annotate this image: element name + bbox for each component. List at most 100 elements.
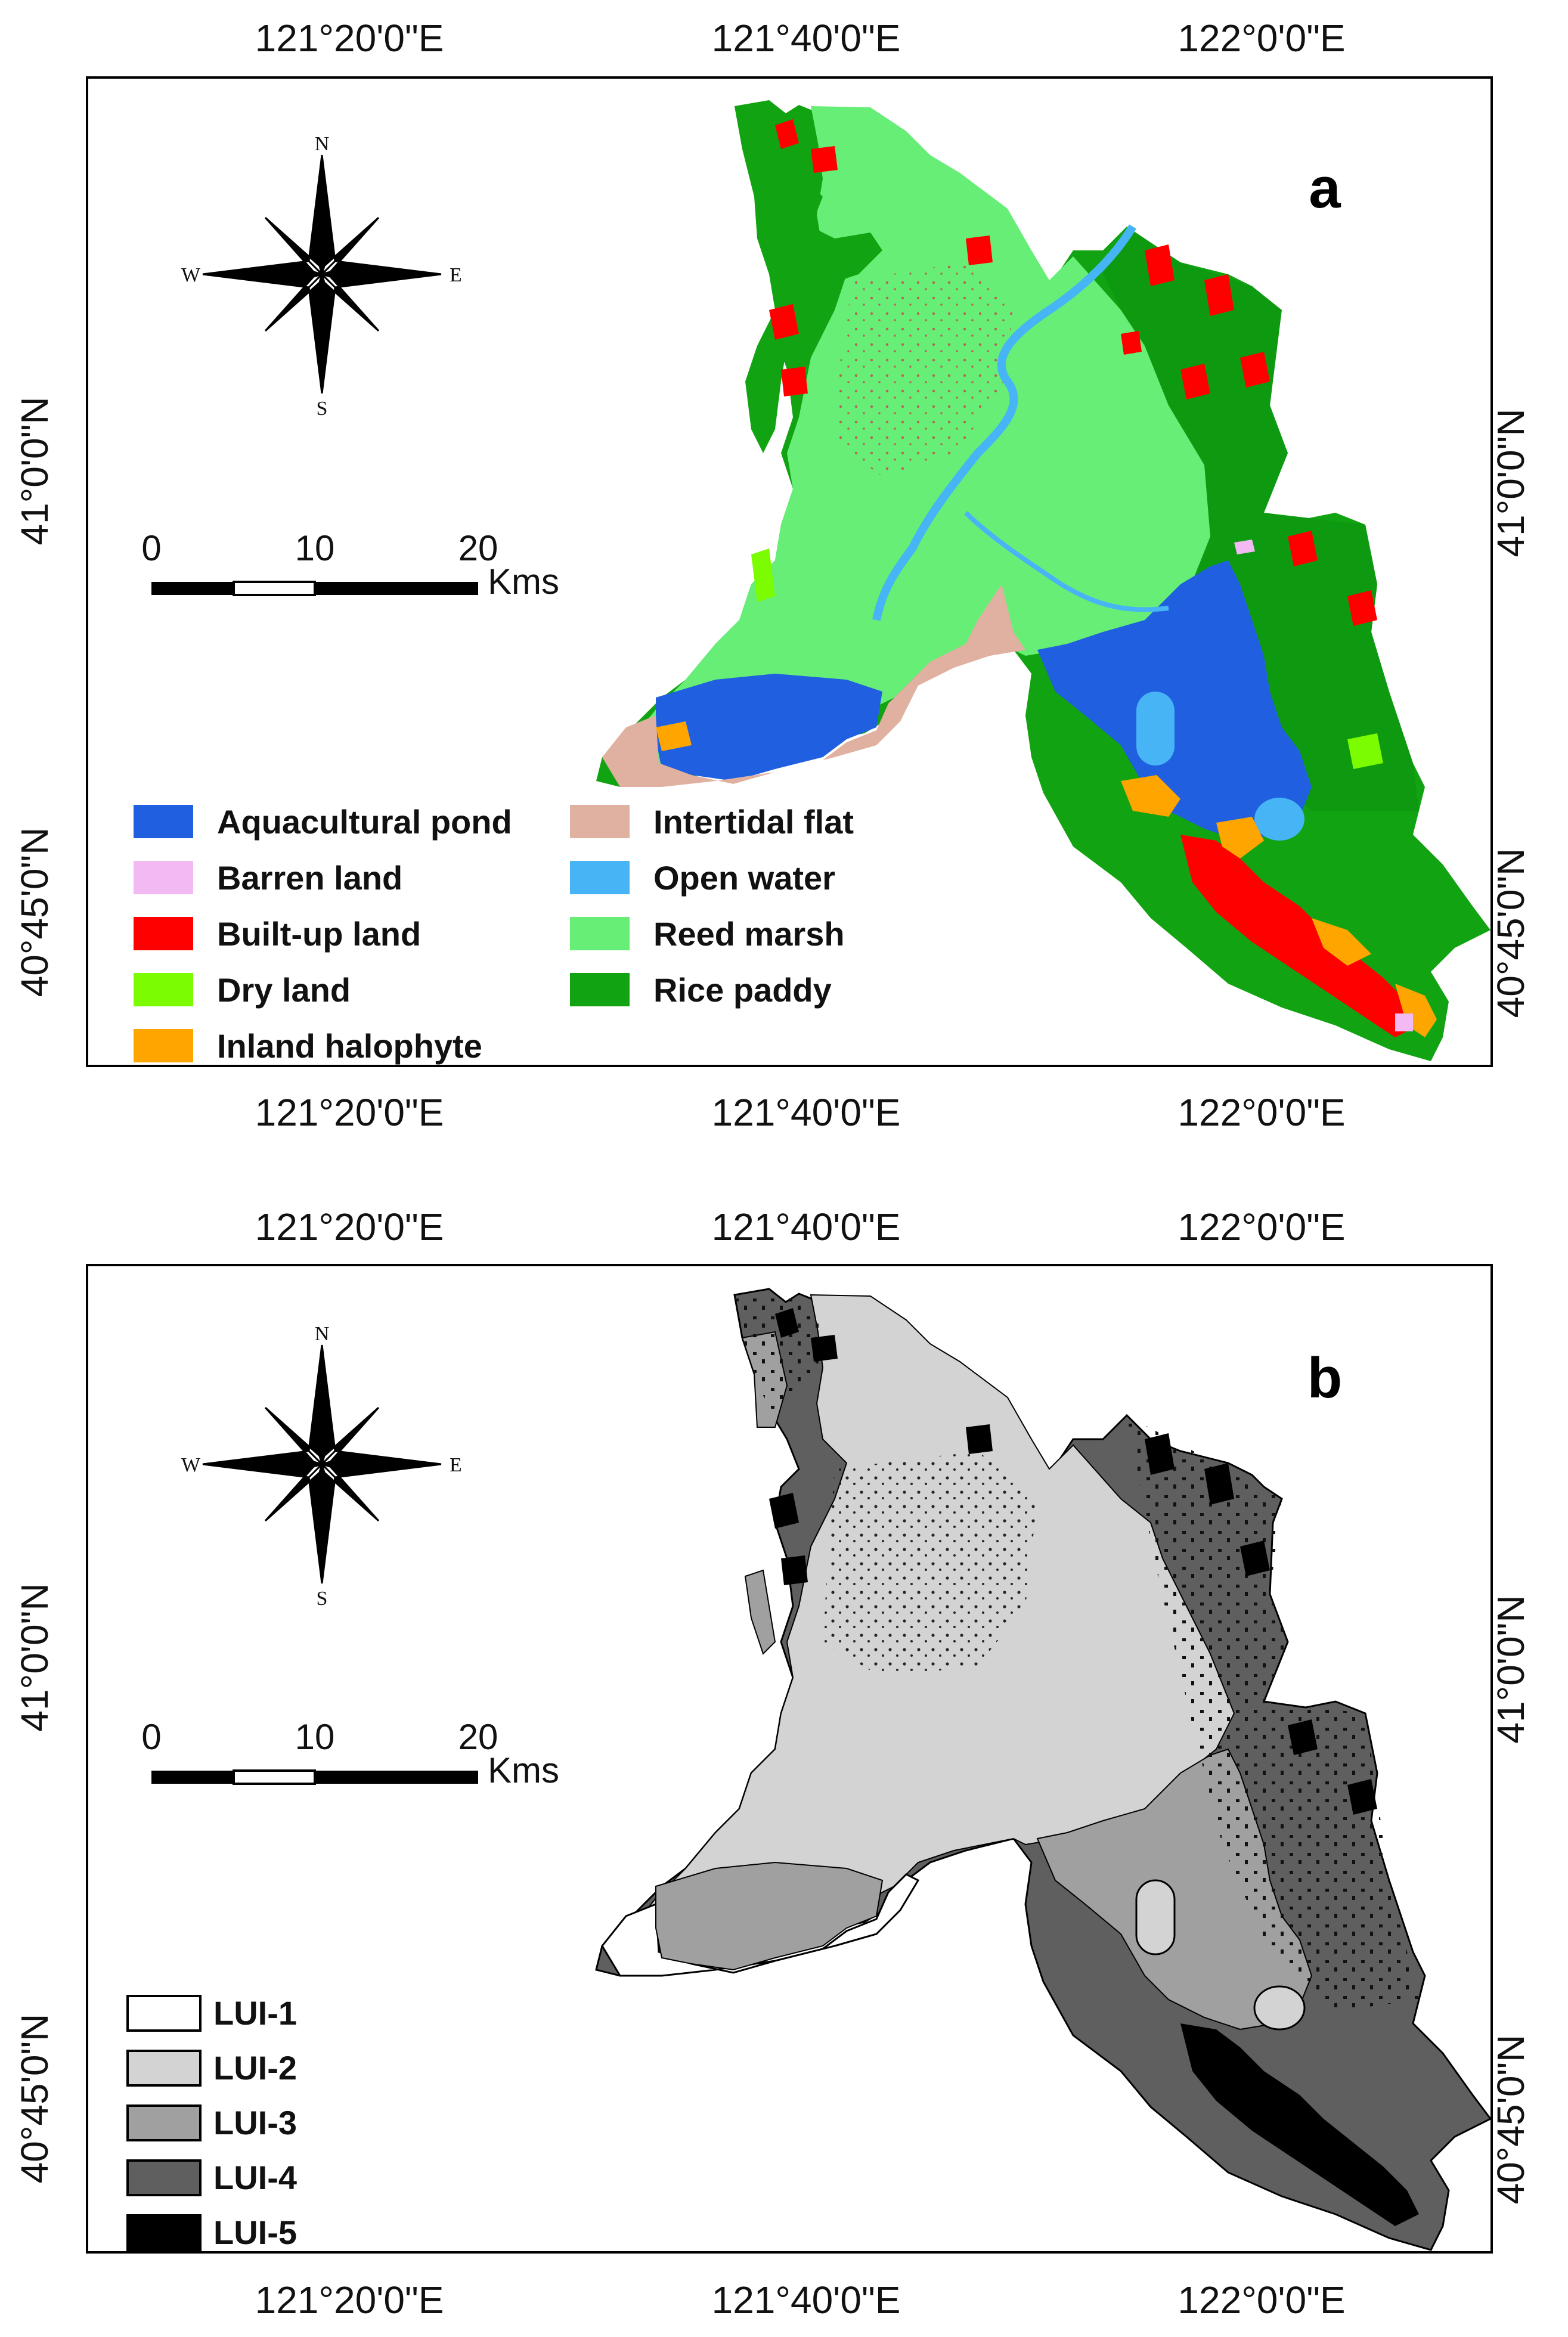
panel-b-lui-map: [595, 1288, 1492, 2251]
panel-b-bottom-lon-1: 121°20'0"E: [255, 2279, 444, 2321]
map-b-region-lui5-speckle: [735, 1294, 1419, 2011]
panel-a-left-lat-2: 40°45'0"N: [13, 827, 56, 997]
map-a-region-intertidal-flat: [602, 584, 1025, 787]
legend-label-lui3: LUI-3: [213, 2104, 297, 2141]
legend-swatch-reed-marsh: [570, 917, 630, 950]
compass-s: S: [317, 398, 328, 420]
panel-b-legend: LUI-1 LUI-2 LUI-3 LUI-4 LUI-5: [126, 1994, 297, 2251]
map-b-region-lui3-south: [655, 1861, 884, 1971]
scale-tick-10: 10: [295, 1717, 335, 1757]
panel-a-bottom-lon-2: 121°40'0"E: [712, 1091, 901, 1134]
panel-b-bottom-lon-3: 122°0'0"E: [1177, 2279, 1345, 2321]
map-a-inland-halophyte-west: [656, 721, 692, 751]
scale-tick-10: 10: [295, 528, 335, 568]
scale-tick-20: 20: [458, 528, 498, 568]
map-a-inland-halophyte-southeast: [1121, 775, 1437, 1037]
legend-swatch-rice-paddy: [570, 973, 630, 1006]
compass-rose-icon: [202, 154, 442, 394]
legend-swatch-aquacultural-pond: [134, 805, 193, 838]
map-a-built-up-scatter: [769, 119, 1377, 626]
map-a-region-rice-north-west: [735, 105, 882, 453]
compass-w: W: [181, 264, 201, 286]
panel-a-right-lat-2: 40°45'0"N: [1489, 848, 1532, 1018]
panel-a-right-lat-1: 41°0'0"N: [1489, 408, 1532, 557]
legend-swatch-barren-land: [134, 861, 193, 894]
legend-label-lui2: LUI-2: [213, 2049, 297, 2087]
legend-label-rice-paddy: Rice paddy: [653, 971, 832, 1009]
legend-label-intertidal-flat: Intertidal flat: [653, 803, 854, 841]
panel-b-scale-bar: 0 10 20 Kms: [141, 1717, 559, 1790]
compass-w: W: [181, 1454, 201, 1476]
map-a-open-water-river: [872, 224, 1137, 621]
map-b-lui2-oval-2: [1253, 1985, 1306, 2031]
legend-swatch-intertidal-flat: [570, 805, 630, 838]
legend-label-dry-land: Dry land: [217, 971, 351, 1009]
legend-label-lui4: LUI-4: [213, 2159, 297, 2196]
legend-swatch-dry-land: [134, 973, 193, 1006]
legend-label-aquacultural-pond: Aquacultural pond: [217, 803, 512, 841]
legend-label-lui1: LUI-1: [213, 1994, 297, 2032]
panel-a-bottom-lon-3: 122°0'0"E: [1177, 1091, 1345, 1134]
legend-label-open-water: Open water: [653, 859, 835, 897]
panel-a-compass: N S E W: [181, 133, 462, 420]
legend-swatch-lui5: [126, 2214, 202, 2251]
panel-a-left-lat-1: 41°0'0"N: [13, 396, 56, 545]
legend-label-inland-halophyte: Inland halophyte: [217, 1027, 482, 1065]
panel-b-letter: b: [1307, 1346, 1343, 1410]
panel-b: 121°20'0"E 121°40'0"E 122°0'0"E 121°20'0…: [13, 1205, 1532, 2321]
scale-unit: Kms: [488, 1750, 559, 1790]
scale-tick-0: 0: [141, 1717, 161, 1757]
scale-segment: [315, 1771, 478, 1784]
panel-b-right-lat-2: 40°45'0"N: [1489, 2035, 1532, 2205]
panel-a-top-lon-3: 122°0'0"E: [1177, 17, 1345, 60]
compass-n: N: [315, 133, 330, 155]
map-a-region-reed-marsh-dots: [835, 262, 1014, 477]
compass-s: S: [317, 1588, 328, 1610]
panel-a-top-lon-2: 121°40'0"E: [712, 17, 901, 60]
legend-swatch-built-up-land: [134, 917, 193, 950]
panel-a-land-use-map: [596, 100, 1490, 1061]
legend-swatch-lui1: [126, 1995, 202, 2032]
panel-a-legend: Aquacultural pond Barren land Built-up l…: [134, 803, 854, 1065]
panel-b-left-lat-1: 41°0'0"N: [13, 1583, 56, 1731]
scale-tick-20: 20: [458, 1717, 498, 1757]
legend-label-built-up-land: Built-up land: [217, 915, 421, 953]
panel-b-right-lat-1: 41°0'0"N: [1489, 1595, 1532, 1743]
map-a-open-water-oval-2: [1254, 798, 1304, 841]
scale-segment: [315, 582, 478, 595]
legend-swatch-lui2: [126, 2050, 202, 2087]
map-a-region-aquacultural-pond-south: [656, 674, 882, 781]
scale-tick-0: 0: [141, 528, 161, 568]
panel-a-bottom-lon-1: 121°20'0"E: [255, 1091, 444, 1134]
map-b-region-lui5-scatter: [769, 1308, 1377, 1815]
compass-e: E: [450, 264, 462, 286]
panel-a-top-lon-1: 121°20'0"E: [255, 17, 444, 60]
panel-b-compass: N S E W: [181, 1323, 462, 1610]
legend-swatch-lui3: [126, 2104, 202, 2141]
legend-label-lui5: LUI-5: [213, 2214, 297, 2251]
map-a-built-up-southeast: [1180, 835, 1419, 1037]
map-a-region-aquacultural-pond-east: [1037, 560, 1312, 841]
map-b-region-lui5-southeast: [1180, 2023, 1419, 2226]
scale-segment: [151, 1771, 234, 1784]
compass-e: E: [450, 1454, 462, 1476]
map-b-region-lui2-dots: [823, 1451, 1037, 1678]
compass-rose-icon: [202, 1344, 442, 1584]
legend-label-barren-land: Barren land: [217, 859, 402, 897]
scale-segment: [233, 1769, 316, 1785]
compass-n: N: [315, 1323, 330, 1345]
map-b-lui2-oval-1: [1135, 1879, 1176, 1955]
panel-b-left-lat-2: 40°45'0"N: [13, 2014, 56, 2184]
map-a-open-water-oval-1: [1136, 692, 1175, 765]
scale-unit: Kms: [488, 562, 559, 602]
panel-b-top-lon-1: 121°20'0"E: [255, 1205, 444, 1248]
legend-swatch-open-water: [570, 861, 630, 894]
legend-swatch-inland-halophyte: [134, 1029, 193, 1062]
scale-segment: [233, 581, 316, 596]
panel-a-letter: a: [1309, 156, 1341, 220]
panel-b-top-lon-2: 121°40'0"E: [712, 1205, 901, 1248]
panel-a: 121°20'0"E 121°40'0"E 122°0'0"E 121°20'0…: [13, 17, 1532, 1134]
scale-segment: [151, 582, 234, 595]
legend-label-reed-marsh: Reed marsh: [653, 915, 845, 953]
